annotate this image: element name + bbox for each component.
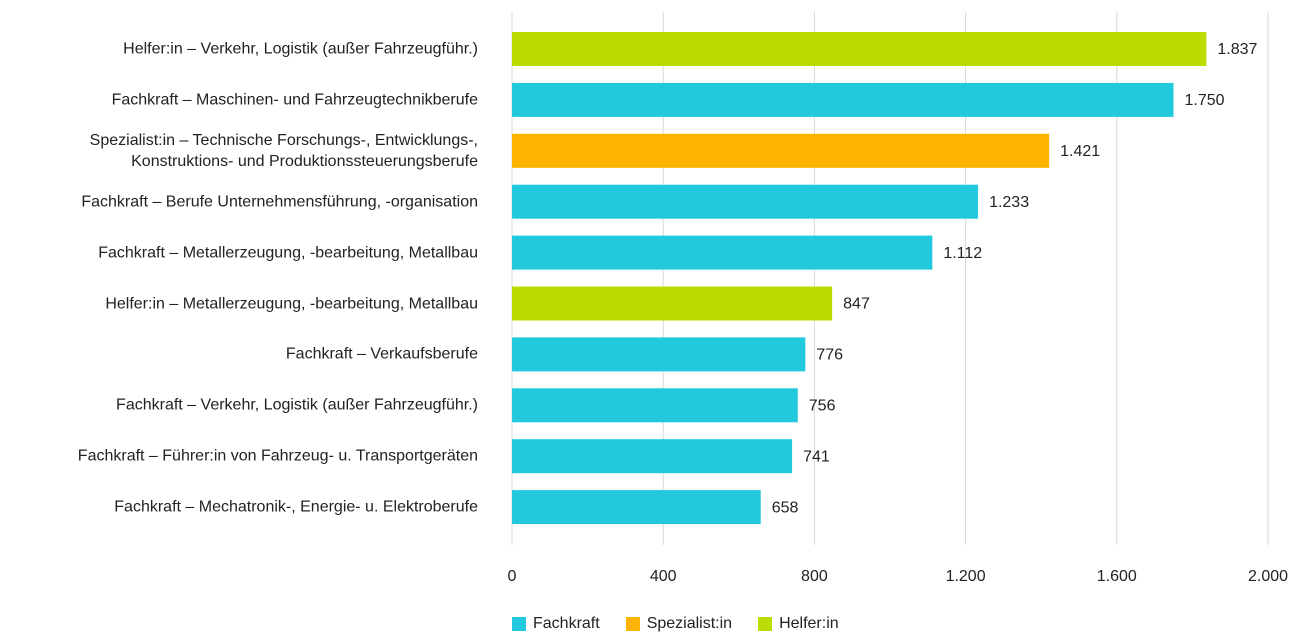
value-label: 776 [816,347,843,364]
value-label: 1.421 [1060,143,1100,160]
bar [512,133,1050,168]
bar [512,82,1174,117]
legend-item: Helfer:in [758,615,839,633]
x-tick-label: 2.000 [1248,568,1288,585]
category-label: Spezialist:in – Technische Forschungs-, … [89,131,478,170]
legend-item: Fachkraft [512,615,600,633]
category-label: Fachkraft – Metallerzeugung, -bearbeitun… [98,244,478,262]
x-tick-label: 400 [650,568,677,585]
legend-label: Spezialist:in [646,615,733,632]
x-tick-label: 1.600 [1097,568,1137,585]
bar [512,490,761,525]
category-label: Fachkraft – Verkaufsberufe [285,345,478,363]
legend-swatch [625,617,640,631]
value-label: 658 [772,499,799,516]
category-label: Fachkraft – Verkehr, Logistik (außer Fah… [116,396,478,414]
bar [512,32,1207,66]
legend-swatch [758,617,773,631]
bar [512,286,833,321]
x-tick-label: 1.200 [946,568,986,585]
legend-label: Fachkraft [533,615,600,632]
x-tick-label: 800 [801,568,828,585]
bar [512,235,933,270]
bar [512,184,979,219]
value-label: 756 [809,398,836,415]
value-label: 741 [803,448,830,465]
category-label: Fachkraft – Berufe Unternehmensführung, … [81,193,478,211]
x-tick-label: 0 [508,568,517,585]
category-label: Fachkraft – Führer:in von Fahrzeug- u. T… [77,447,478,465]
category-label: Helfer:in – Metallerzeugung, -bearbeitun… [105,295,478,312]
value-label: 1.233 [989,194,1029,211]
category-label: Fachkraft – Mechatronik-, Energie- u. El… [114,498,478,516]
bar [512,439,793,474]
legend-label: Helfer:in [779,615,839,632]
legend-item: Spezialist:in [625,615,733,633]
value-label: 1.112 [943,245,982,262]
category-label: Fachkraft – Maschinen- und Fahrzeugtechn… [111,91,478,109]
legend-swatch [512,617,526,631]
legend: Fachkraft Spezialist:in Helfer:in [512,615,839,633]
bar [512,388,798,423]
value-label: 847 [843,296,870,313]
category-label: Helfer:in – Verkehr, Logistik (außer Fah… [123,40,478,58]
value-label: 1.837 [1217,41,1257,58]
value-label: 1.750 [1185,92,1225,109]
bar [512,337,806,372]
